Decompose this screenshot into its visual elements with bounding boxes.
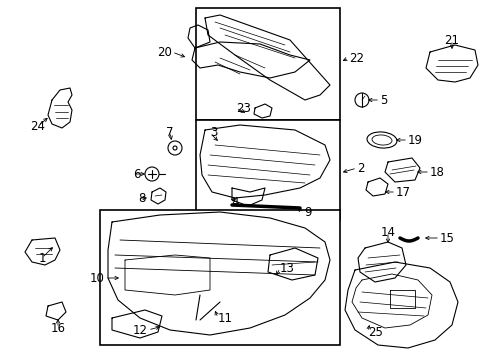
Bar [196,8,339,120]
Text: 24: 24 [30,120,45,132]
Text: 18: 18 [429,166,444,179]
Text: 10: 10 [90,271,105,284]
Text: 12: 12 [133,324,148,337]
Text: 15: 15 [439,231,454,244]
Text: 3: 3 [209,126,217,139]
Bar [100,210,339,345]
Text: 19: 19 [407,134,422,147]
Text: 21: 21 [444,33,459,46]
Text: 20: 20 [157,45,172,58]
Text: 5: 5 [379,94,386,107]
Text: 16: 16 [50,321,65,334]
Text: 23: 23 [236,102,250,114]
Text: 7: 7 [166,126,173,139]
Bar [196,120,339,220]
Text: 1: 1 [38,252,46,265]
Text: 8: 8 [138,192,145,204]
Text: 2: 2 [356,162,364,175]
Text: 22: 22 [348,51,363,64]
Text: 6: 6 [133,167,140,180]
Text: 9: 9 [304,206,311,219]
Text: 25: 25 [367,325,382,338]
Text: 13: 13 [280,261,294,274]
Text: 17: 17 [395,185,410,198]
Text: 14: 14 [380,225,395,238]
Text: 4: 4 [230,197,238,210]
Text: 11: 11 [218,311,232,324]
